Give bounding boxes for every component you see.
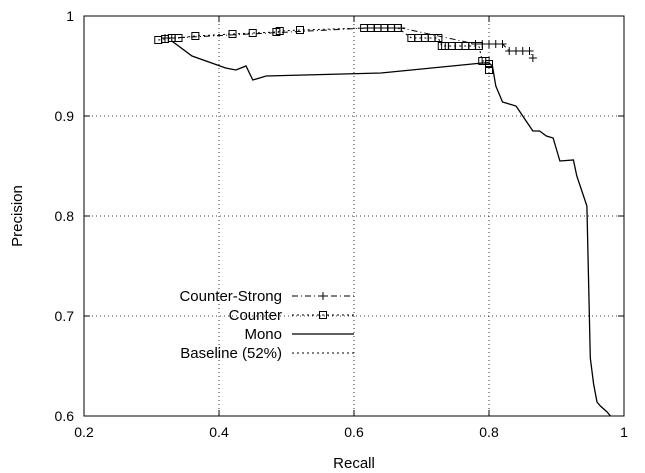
legend-item-counter: Counter [229, 307, 354, 324]
data-point-counter [427, 34, 436, 42]
data-point-counter [174, 34, 183, 42]
data-point-counter [393, 24, 402, 32]
data-point-counter [191, 32, 200, 40]
legend: Counter-Strong Counter Mono Baseline (52%) [179, 288, 354, 362]
data-point-counter-strong [505, 47, 514, 55]
legend-item-mono: Mono [244, 326, 354, 343]
legend-item-baseline-52: Baseline (52%) [180, 345, 354, 362]
series-line-mono [171, 40, 611, 416]
data-point-counter-strong [498, 40, 507, 48]
legend-label: Mono [244, 326, 282, 343]
x-tick-label: 0.6 [344, 424, 364, 440]
legend-item-counter-strong: Counter-Strong [179, 288, 354, 305]
data-point-counter [154, 36, 163, 44]
data-point-counter [275, 27, 284, 35]
x-tick-label: 0.8 [479, 424, 499, 440]
data-point-counter-strong [518, 47, 527, 55]
x-tick-label: 0.4 [209, 424, 229, 440]
data-point-counter [474, 42, 483, 50]
y-tick-label: 0.6 [55, 408, 75, 424]
data-point-counter-strong [528, 54, 537, 62]
legend-label: Counter [229, 307, 282, 324]
y-tick-label: 0.9 [55, 108, 75, 124]
data-point-counter [296, 26, 304, 34]
data-point-counter-strong [485, 40, 493, 48]
legend-label: Counter-Strong [179, 288, 282, 305]
y-tick-label: 0.7 [55, 308, 75, 324]
grid [84, 16, 624, 416]
data-point-counter [485, 60, 493, 68]
series-line-counter [158, 27, 490, 70]
y-tick-label: 0.8 [55, 208, 75, 224]
data-point-counter [434, 34, 443, 42]
data-point-counter-strong [491, 40, 500, 48]
series-layer [154, 24, 611, 416]
y-axis-label: Precision [9, 185, 26, 247]
x-tick-label: 0.2 [74, 424, 94, 440]
legend-marker [319, 311, 327, 319]
y-tick-label: 1 [66, 8, 74, 24]
data-point-counter-strong [525, 47, 534, 55]
data-point-counter [248, 29, 257, 37]
x-tick-label: 1 [620, 424, 628, 440]
legend-label: Baseline (52%) [180, 345, 282, 362]
legend-marker [319, 292, 327, 300]
data-point-counter [228, 30, 237, 38]
axis-ticks: 0.2 0.4 0.6 0.8 1 0.6 0.7 0.8 0.9 1 [55, 8, 629, 440]
data-point-counter-strong [512, 47, 520, 55]
x-axis-label: Recall [333, 455, 375, 472]
